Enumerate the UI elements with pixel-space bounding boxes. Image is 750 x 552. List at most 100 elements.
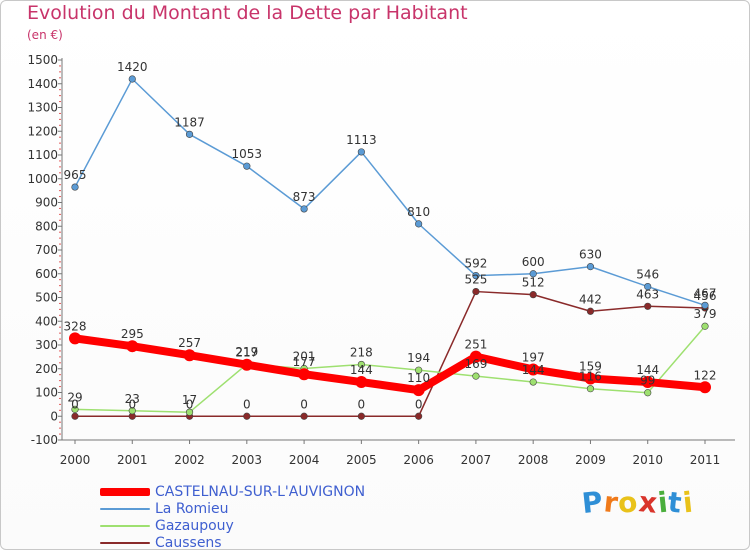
data-label: 0: [243, 397, 251, 411]
data-label: 379: [694, 307, 717, 321]
data-label: 251: [464, 338, 487, 352]
y-tick-label: 600: [35, 267, 58, 281]
data-point: [472, 372, 480, 380]
data-point: [415, 366, 423, 374]
x-tick-label: 2005: [346, 453, 377, 467]
data-point: [71, 412, 79, 420]
data-point: [527, 363, 540, 376]
data-point: [529, 270, 537, 278]
data-label: 0: [71, 397, 79, 411]
data-point: [243, 162, 251, 170]
legend-swatch: [100, 542, 150, 544]
data-label: 630: [579, 248, 602, 262]
y-tick-label: 500: [35, 291, 58, 305]
y-tick-label: 400: [35, 314, 58, 328]
data-label: 169: [464, 357, 487, 371]
y-tick-label: 900: [35, 196, 58, 210]
data-label: 1420: [117, 60, 148, 74]
data-point: [357, 148, 365, 156]
legend-label: Caussens: [155, 535, 222, 551]
legend-label: CASTELNAU-SUR-L'AUVIGNON: [155, 484, 366, 500]
series-line: [74, 325, 706, 413]
data-point: [586, 263, 595, 271]
y-tick-label: 0: [50, 409, 58, 423]
legend-label: La Romieu: [155, 501, 229, 517]
data-label: 592: [464, 257, 487, 271]
data-point: [128, 75, 136, 83]
legend-swatch: [100, 525, 150, 527]
data-label: 144: [350, 363, 373, 377]
x-tick-label: 2001: [117, 453, 148, 467]
y-tick-label: 1200: [27, 124, 58, 138]
data-label: 29: [67, 390, 82, 404]
data-label: 442: [579, 292, 602, 306]
data-point: [415, 412, 423, 420]
y-tick-label: -100: [31, 433, 58, 447]
chart-subtitle: (en €): [27, 28, 63, 42]
data-label: 217: [235, 346, 258, 360]
data-point: [586, 307, 595, 315]
data-label: 201: [293, 350, 316, 364]
data-point: [357, 412, 365, 420]
data-point: [699, 381, 711, 394]
data-point: [415, 220, 423, 228]
data-point: [243, 412, 251, 420]
y-tick-label: 1100: [27, 148, 58, 162]
y-tick-label: 1000: [27, 172, 58, 186]
x-tick-label: 2006: [403, 453, 434, 467]
legend-label: Gazaupouy: [155, 518, 234, 534]
y-tick-label: 1400: [27, 77, 58, 91]
data-point: [300, 412, 308, 420]
data-label: 546: [636, 268, 659, 282]
data-label: 0: [415, 397, 423, 411]
data-label: 159: [579, 359, 602, 373]
data-point: [185, 130, 194, 138]
x-tick-label: 2004: [289, 453, 320, 467]
data-point: [183, 349, 196, 362]
data-label: 0: [358, 397, 366, 411]
y-tick-label: 100: [35, 386, 58, 400]
y-tick-label: 200: [35, 362, 58, 376]
data-label: 23: [125, 392, 140, 406]
legend-swatch: [100, 508, 150, 510]
data-label: 177: [293, 355, 316, 369]
proxiti-logo: Proxiti: [580, 485, 695, 520]
data-label: 194: [407, 351, 430, 365]
data-point: [644, 282, 652, 291]
data-point: [529, 378, 537, 386]
data-point: [644, 302, 652, 310]
data-point: [472, 287, 480, 296]
data-point: [701, 322, 709, 330]
x-tick-label: 2008: [518, 453, 549, 467]
data-point: [300, 205, 308, 213]
data-label: 463: [636, 287, 659, 301]
data-point: [69, 332, 81, 345]
data-point: [584, 372, 597, 385]
x-tick-label: 2000: [60, 453, 91, 467]
data-point: [529, 291, 537, 299]
x-tick-label: 2009: [575, 453, 606, 467]
y-tick-label: 800: [35, 219, 58, 233]
y-tick-label: 1500: [27, 53, 58, 67]
data-label: 965: [64, 168, 87, 182]
data-label: 810: [407, 205, 430, 219]
data-label: 99: [640, 374, 655, 388]
data-point: [71, 183, 79, 191]
data-point: [71, 405, 79, 413]
data-label: 144: [522, 363, 545, 377]
data-label: 0: [128, 397, 136, 411]
data-point: [641, 376, 654, 389]
data-point: [701, 301, 709, 309]
data-label: 219: [235, 345, 258, 359]
chart-title: Evolution du Montant de la Dette par Hab…: [27, 2, 468, 24]
logo-letter: i: [680, 485, 695, 520]
x-tick-label: 2003: [232, 453, 263, 467]
data-point: [185, 408, 194, 416]
y-tick-label: 300: [35, 338, 58, 352]
data-point: [126, 340, 139, 353]
data-label: 328: [64, 319, 87, 333]
data-point: [128, 407, 136, 415]
data-label: 873: [293, 190, 316, 204]
data-label: 1113: [346, 133, 377, 147]
x-tick-label: 2007: [461, 453, 492, 467]
